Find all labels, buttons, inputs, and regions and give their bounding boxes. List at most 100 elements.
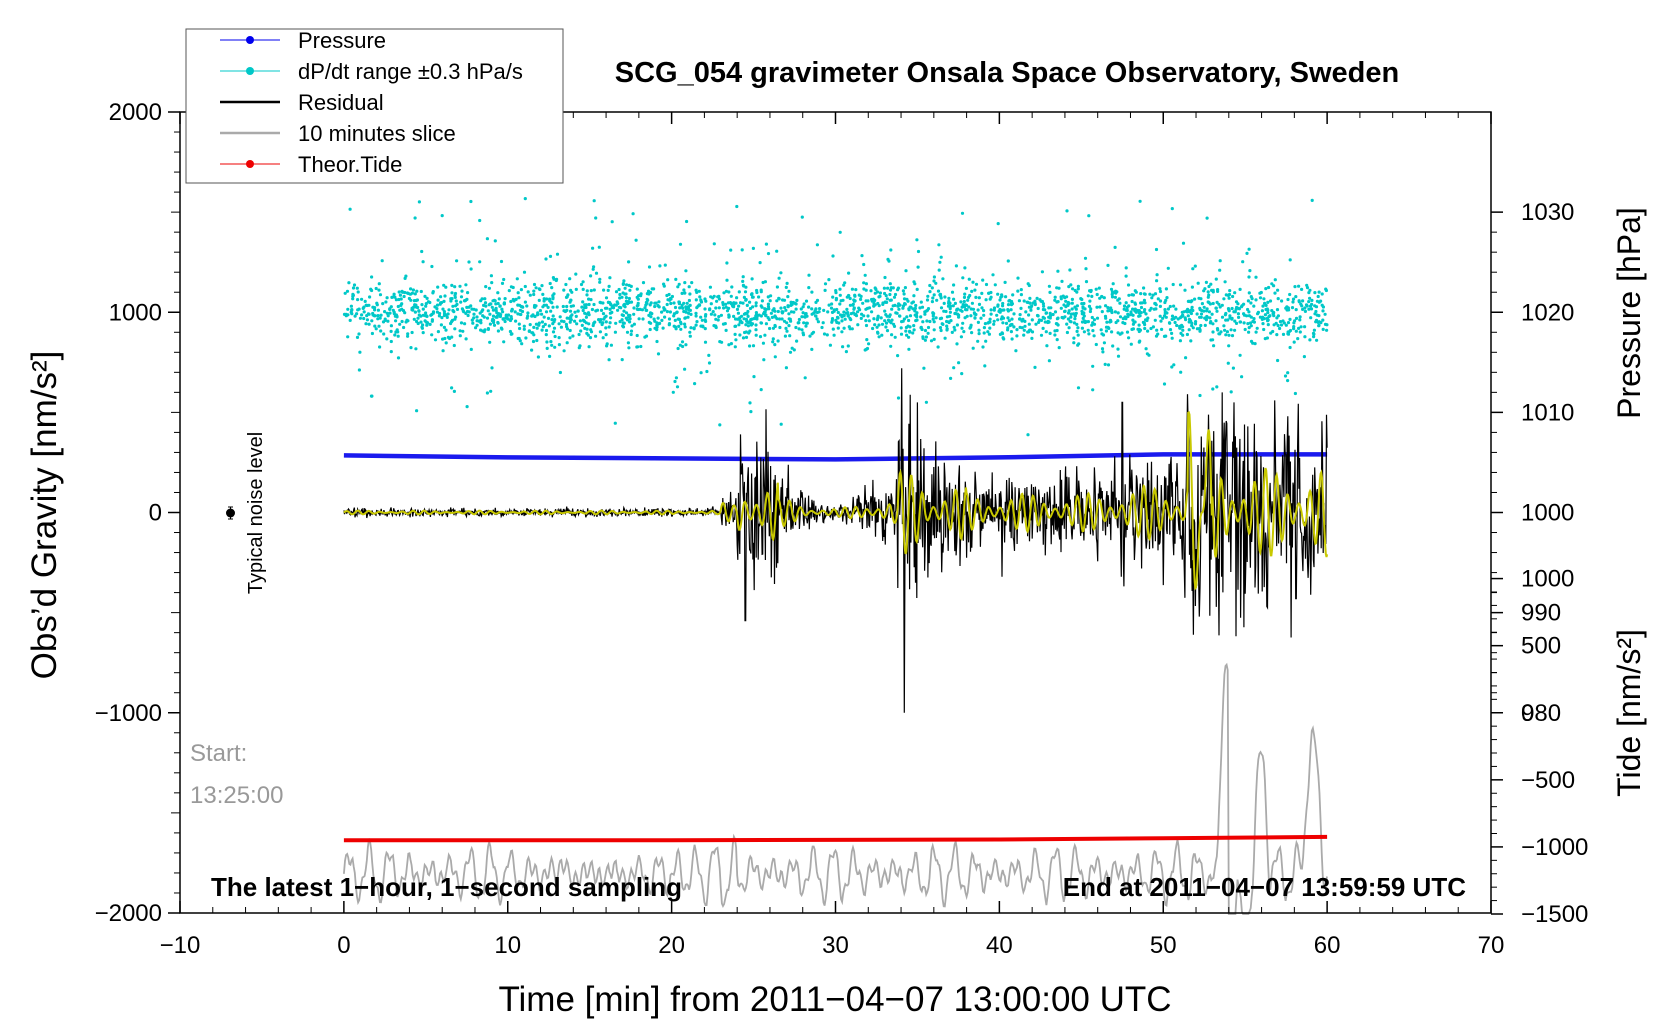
dpdt-point	[1256, 310, 1260, 314]
dpdt-point	[1196, 281, 1200, 285]
dpdt-point	[1313, 304, 1317, 308]
tide-tick-label: −500	[1521, 767, 1575, 794]
dpdt-point	[1065, 322, 1069, 326]
dpdt-point	[771, 326, 776, 330]
dpdt-point	[733, 317, 738, 321]
dpdt-point	[1211, 338, 1215, 342]
dpdt-point	[449, 321, 453, 326]
dpdt-point	[488, 322, 492, 326]
dpdt-point	[963, 292, 967, 296]
dpdt-point	[1247, 291, 1251, 295]
dpdt-point	[734, 338, 738, 342]
dpdt-point	[687, 285, 691, 289]
dpdt-point	[836, 326, 840, 330]
dpdt-point	[1247, 314, 1251, 318]
dpdt-point	[915, 311, 919, 315]
dpdt-point	[913, 313, 917, 317]
dpdt-point	[1158, 304, 1162, 308]
dpdt-point	[841, 345, 845, 349]
dpdt-point	[1227, 296, 1231, 300]
dpdt-point	[577, 346, 581, 350]
dpdt-point	[683, 367, 687, 371]
dpdt-point	[1091, 321, 1095, 325]
dpdt-point	[403, 290, 407, 295]
dpdt-point	[920, 305, 925, 309]
dpdt-point	[458, 284, 462, 288]
dpdt-point	[884, 313, 888, 317]
dpdt-point	[390, 295, 394, 299]
dpdt-point	[1227, 344, 1231, 348]
dpdt-point	[1321, 327, 1325, 331]
dpdt-point	[568, 277, 572, 281]
dpdt-point	[578, 319, 583, 323]
dpdt-point	[1053, 310, 1058, 314]
dpdt-point	[729, 342, 734, 346]
dpdt-point	[608, 276, 612, 280]
dpdt-point	[764, 242, 769, 246]
dpdt-point	[1217, 302, 1221, 306]
dpdt-point	[729, 294, 733, 298]
dpdt-point	[1110, 292, 1114, 296]
dpdt-point	[1170, 314, 1175, 318]
dpdt-point	[896, 286, 901, 290]
dpdt-point	[1164, 315, 1168, 319]
dpdt-point	[1072, 336, 1076, 340]
dpdt-point	[766, 252, 771, 256]
y-tick-label: −1000	[95, 700, 162, 727]
dpdt-point	[988, 317, 992, 321]
dpdt-point	[1149, 326, 1153, 331]
dpdt-point	[1223, 280, 1227, 284]
dpdt-point	[550, 318, 554, 322]
dpdt-point	[467, 260, 471, 264]
dpdt-point	[1314, 320, 1318, 324]
dpdt-point	[1040, 270, 1044, 274]
dpdt-point	[481, 329, 485, 333]
dpdt-point	[926, 294, 930, 298]
pressure-tick-label: 980	[1521, 700, 1561, 727]
dpdt-point	[925, 308, 930, 312]
dpdt-point	[1095, 292, 1099, 297]
dpdt-point	[1173, 320, 1177, 325]
dpdt-point	[1321, 318, 1325, 322]
dpdt-point	[440, 316, 444, 320]
dpdt-point	[1209, 282, 1213, 286]
dpdt-point	[565, 341, 569, 345]
dpdt-point	[627, 260, 631, 264]
dpdt-point	[1059, 306, 1063, 310]
dpdt-point	[915, 318, 919, 322]
dpdt-point	[974, 312, 978, 317]
dpdt-point	[1238, 353, 1242, 357]
dpdt-point	[769, 311, 774, 315]
dpdt-point	[1286, 321, 1291, 325]
dpdt-point	[1210, 312, 1214, 316]
dpdt-point	[814, 314, 818, 318]
dpdt-point	[718, 423, 722, 427]
dpdt-point	[1100, 295, 1104, 299]
dpdt-point	[986, 330, 990, 334]
legend-label: Residual	[298, 90, 384, 115]
dpdt-point	[459, 300, 463, 304]
dpdt-point	[1191, 308, 1195, 313]
dpdt-point	[421, 323, 425, 327]
dpdt-point	[906, 299, 910, 303]
dpdt-point	[1294, 308, 1298, 312]
dpdt-point	[717, 297, 722, 301]
dpdt-point	[1122, 304, 1127, 308]
dpdt-point	[835, 307, 839, 312]
dpdt-point	[847, 293, 851, 298]
dpdt-point	[1045, 344, 1049, 348]
dpdt-point	[550, 343, 554, 347]
dpdt-point	[1160, 327, 1164, 331]
dpdt-point	[977, 328, 981, 332]
dpdt-point	[1130, 299, 1134, 304]
dpdt-point	[1091, 388, 1095, 392]
dpdt-point	[1116, 319, 1120, 323]
dpdt-point	[698, 295, 702, 299]
dpdt-point	[370, 319, 374, 323]
dpdt-point	[1022, 328, 1026, 332]
dpdt-point	[1091, 364, 1095, 368]
dpdt-point	[885, 297, 889, 301]
dpdt-point	[876, 330, 880, 334]
dpdt-point	[1178, 283, 1183, 287]
tide-tick-label: 0	[1521, 700, 1534, 727]
